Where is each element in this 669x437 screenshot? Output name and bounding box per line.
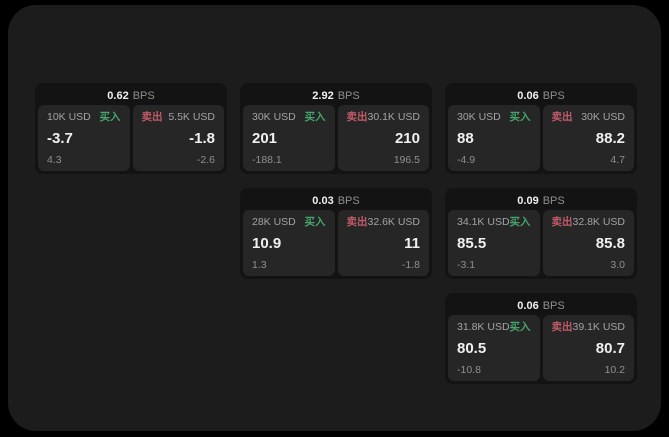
quote-card: 0.09 BPS 34.1K USD 买入 85.5 -3.1 卖出 32.8K… xyxy=(445,188,637,279)
bps-header: 0.06 BPS xyxy=(448,296,634,315)
buy-amount: 30K USD xyxy=(457,111,501,123)
sell-amount: 30K USD xyxy=(581,111,625,123)
buy-pane[interactable]: 30K USD 买入 88 -4.9 xyxy=(448,105,540,171)
bps-unit: BPS xyxy=(542,89,565,102)
buy-amount: 30K USD xyxy=(252,111,296,123)
quote-card: 2.92 BPS 30K USD 买入 201 -188.1 卖出 30.1K … xyxy=(240,83,432,174)
buy-delta: -3.1 xyxy=(457,258,476,271)
sell-delta: -1.8 xyxy=(401,258,420,271)
sell-pane[interactable]: 卖出 32.8K USD 85.8 3.0 xyxy=(542,210,634,276)
sell-amount: 32.6K USD xyxy=(367,216,421,228)
buy-side-label: 买入 xyxy=(304,216,326,228)
sell-amount: 39.1K USD xyxy=(572,321,626,333)
bps-header: 0.03 BPS xyxy=(243,191,429,210)
buy-pane[interactable]: 31.8K USD 买入 80.5 -10.8 xyxy=(448,315,540,381)
buy-value: 80.5 xyxy=(457,340,487,357)
sell-value: 85.8 xyxy=(595,235,625,252)
sell-delta: 196.5 xyxy=(393,153,420,166)
buy-delta: -188.1 xyxy=(252,153,282,166)
buy-pane[interactable]: 30K USD 买入 201 -188.1 xyxy=(243,105,335,171)
buy-side-label: 买入 xyxy=(99,111,121,123)
sell-value: -1.8 xyxy=(189,130,215,147)
quote-card: 0.06 BPS 31.8K USD 买入 80.5 -10.8 卖出 39.1… xyxy=(445,293,637,384)
bps-unit: BPS xyxy=(542,299,565,312)
buy-amount: 31.8K USD xyxy=(457,321,510,333)
quote-card: 0.03 BPS 28K USD 买入 10.9 1.3 卖出 32.6K US… xyxy=(240,188,432,279)
buy-side-label: 买入 xyxy=(509,321,531,333)
buy-side-label: 买入 xyxy=(304,111,326,123)
buy-pane[interactable]: 10K USD 买入 -3.7 4.3 xyxy=(38,105,130,171)
sell-side-label: 卖出 xyxy=(141,111,163,123)
buy-value: -3.7 xyxy=(47,130,73,147)
buy-amount: 28K USD xyxy=(252,216,296,228)
bps-header: 0.09 BPS xyxy=(448,191,634,210)
sell-pane[interactable]: 卖出 32.6K USD 11 -1.8 xyxy=(337,210,429,276)
buy-delta: -10.8 xyxy=(457,363,481,376)
bps-value: 0.03 xyxy=(312,194,334,207)
bps-header: 2.92 BPS xyxy=(243,86,429,105)
sell-value: 88.2 xyxy=(595,130,625,147)
buy-value: 88 xyxy=(457,130,474,147)
buy-value: 85.5 xyxy=(457,235,487,252)
sell-amount: 30.1K USD xyxy=(367,111,421,123)
buy-amount: 34.1K USD xyxy=(457,216,510,228)
bps-value: 2.92 xyxy=(312,89,334,102)
sell-amount: 5.5K USD xyxy=(168,111,215,123)
bps-value: 0.06 xyxy=(517,89,539,102)
bps-unit: BPS xyxy=(337,89,360,102)
sell-value: 210 xyxy=(394,130,420,147)
sell-side-label: 卖出 xyxy=(551,321,573,333)
bps-value: 0.62 xyxy=(107,89,129,102)
sell-side-label: 卖出 xyxy=(346,111,368,123)
bps-header: 0.06 BPS xyxy=(448,86,634,105)
sell-value: 11 xyxy=(404,235,420,252)
bps-header: 0.62 BPS xyxy=(38,86,224,105)
quote-card: 0.62 BPS 10K USD 买入 -3.7 4.3 卖出 5.5K USD xyxy=(35,83,227,174)
buy-value: 201 xyxy=(252,130,278,147)
quote-card: 0.06 BPS 30K USD 买入 88 -4.9 卖出 30K USD xyxy=(445,83,637,174)
bps-value: 0.06 xyxy=(517,299,539,312)
buy-side-label: 买入 xyxy=(509,111,531,123)
buy-amount: 10K USD xyxy=(47,111,91,123)
sell-pane[interactable]: 卖出 30K USD 88.2 4.7 xyxy=(542,105,634,171)
sell-side-label: 卖出 xyxy=(346,216,368,228)
buy-delta: 4.3 xyxy=(47,153,62,166)
sell-delta: 3.0 xyxy=(610,258,625,271)
buy-pane[interactable]: 28K USD 买入 10.9 1.3 xyxy=(243,210,335,276)
bps-unit: BPS xyxy=(132,89,155,102)
buy-pane[interactable]: 34.1K USD 买入 85.5 -3.1 xyxy=(448,210,540,276)
sell-amount: 32.8K USD xyxy=(572,216,626,228)
quote-grid: 0.62 BPS 10K USD 买入 -3.7 4.3 卖出 5.5K USD xyxy=(35,83,637,384)
sell-pane[interactable]: 卖出 39.1K USD 80.7 10.2 xyxy=(542,315,634,381)
sell-delta: -2.6 xyxy=(196,153,215,166)
sell-pane[interactable]: 卖出 30.1K USD 210 196.5 xyxy=(337,105,429,171)
bps-unit: BPS xyxy=(337,194,360,207)
sell-pane[interactable]: 卖出 5.5K USD -1.8 -2.6 xyxy=(132,105,224,171)
buy-side-label: 买入 xyxy=(509,216,531,228)
bps-unit: BPS xyxy=(542,194,565,207)
sell-delta: 10.2 xyxy=(604,363,625,376)
sell-delta: 4.7 xyxy=(610,153,625,166)
main-panel: 0.62 BPS 10K USD 买入 -3.7 4.3 卖出 5.5K USD xyxy=(8,5,661,431)
buy-delta: -4.9 xyxy=(457,153,476,166)
buy-value: 10.9 xyxy=(252,235,282,252)
sell-side-label: 卖出 xyxy=(551,216,573,228)
sell-value: 80.7 xyxy=(595,340,625,357)
bps-value: 0.09 xyxy=(517,194,539,207)
buy-delta: 1.3 xyxy=(252,258,267,271)
sell-side-label: 卖出 xyxy=(551,111,573,123)
